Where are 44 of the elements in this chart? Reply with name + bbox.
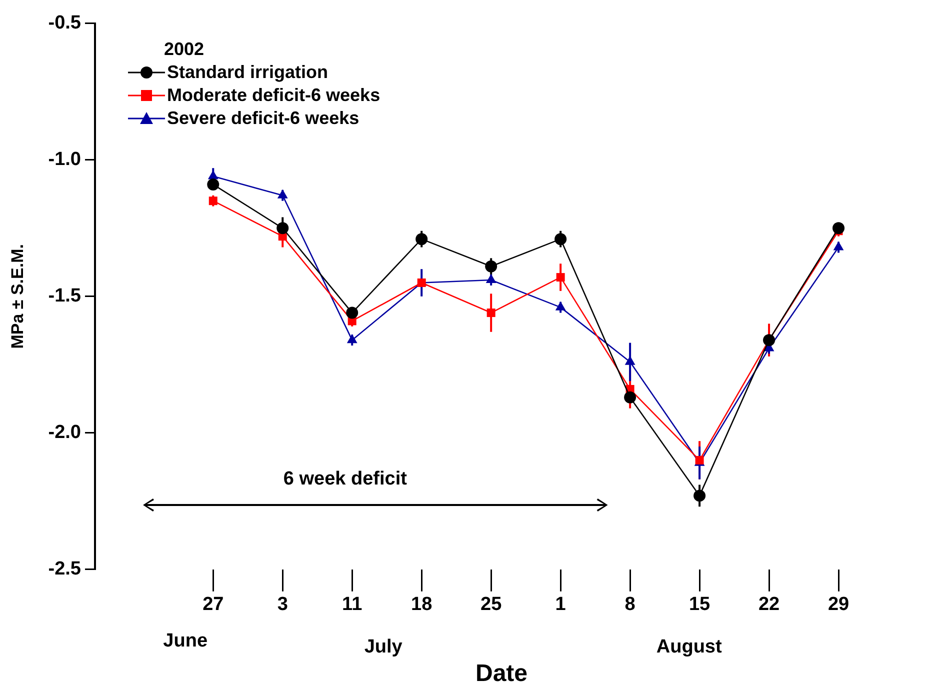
point xyxy=(277,189,288,198)
x-tick-label: 1 xyxy=(555,594,566,616)
point xyxy=(346,334,358,344)
point xyxy=(624,356,636,365)
point xyxy=(554,233,567,246)
y-tick-label: -2.0 xyxy=(48,422,81,444)
annotation: 6 week deficit xyxy=(283,468,408,490)
x-tick-label: 3 xyxy=(277,594,288,616)
legend-label: Standard irrigation xyxy=(167,61,328,84)
legend-label: Severe deficit-6 weeks xyxy=(167,107,360,130)
x-tick-label: 18 xyxy=(411,594,432,616)
point xyxy=(694,490,706,502)
point xyxy=(485,260,498,272)
point xyxy=(486,308,496,318)
point xyxy=(486,274,496,284)
x-tick-label: 11 xyxy=(342,594,363,616)
y-tick-label: -1.0 xyxy=(48,149,81,170)
legend-label: Moderate deficit-6 weeks xyxy=(167,84,380,107)
point xyxy=(346,306,358,319)
x-tick-label: 25 xyxy=(480,594,502,616)
y-axis-title: MPa ± S.E.M. xyxy=(8,244,27,349)
x-tick-label: 27 xyxy=(202,594,224,616)
point xyxy=(207,178,220,190)
point xyxy=(833,241,844,250)
point xyxy=(208,196,218,206)
point xyxy=(276,222,289,234)
legend-title: 2002 xyxy=(163,38,206,61)
x-tick-label: 22 xyxy=(758,594,780,616)
y-tick-label: -0.5 xyxy=(48,12,82,34)
text: June xyxy=(163,630,208,652)
point xyxy=(556,273,565,282)
y-tick-label: -2.5 xyxy=(48,558,82,580)
x-tick-label: 8 xyxy=(624,594,636,616)
point xyxy=(832,222,845,234)
point xyxy=(416,233,428,246)
x-tick-label: 15 xyxy=(688,594,711,616)
point xyxy=(555,301,566,310)
y-tick-label: -1.5 xyxy=(48,286,82,307)
text: July xyxy=(364,636,403,658)
x-axis-title: Date xyxy=(475,660,528,688)
text: August xyxy=(656,636,723,658)
point xyxy=(624,391,636,404)
point xyxy=(208,170,218,180)
x-tick-label: 29 xyxy=(828,594,850,616)
